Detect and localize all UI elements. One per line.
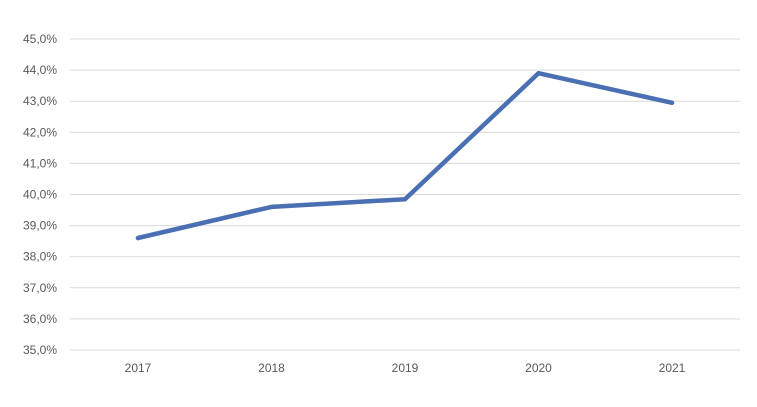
y-tick-label: 37,0% [23, 281, 57, 295]
y-tick-label: 43,0% [23, 94, 57, 108]
x-tick-label: 2021 [659, 361, 686, 375]
series-line [135, 70, 675, 241]
y-tick-label: 35,0% [23, 343, 57, 357]
y-tick-label: 40,0% [23, 188, 57, 202]
y-tick-label: 38,0% [23, 250, 57, 264]
y-tick-label: 45,0% [23, 32, 57, 46]
x-tick-label: 2019 [392, 361, 419, 375]
data-point [536, 71, 541, 76]
y-tick-label: 39,0% [23, 219, 57, 233]
data-point [269, 204, 274, 210]
x-tick-label: 2018 [258, 361, 285, 375]
x-axis-tick-labels: 2017 2018 2019 2020 2021 [125, 361, 686, 375]
x-tick-label: 2020 [525, 361, 552, 375]
gridlines [70, 38, 740, 351]
y-tick-label: 44,0% [23, 63, 57, 77]
data-point [669, 100, 675, 105]
y-tick-label: 42,0% [23, 125, 57, 139]
series-layer [135, 70, 675, 241]
x-tick-label: 2017 [125, 361, 152, 375]
y-axis-tick-labels: 35,0% 36,0% 37,0% 38,0% 39,0% 40,0% 41,0% 42,0%… [23, 32, 57, 357]
data-point [402, 196, 408, 202]
y-tick-label: 41,0% [23, 156, 57, 170]
y-tick-label: 36,0% [23, 312, 57, 326]
data-point [135, 235, 141, 241]
